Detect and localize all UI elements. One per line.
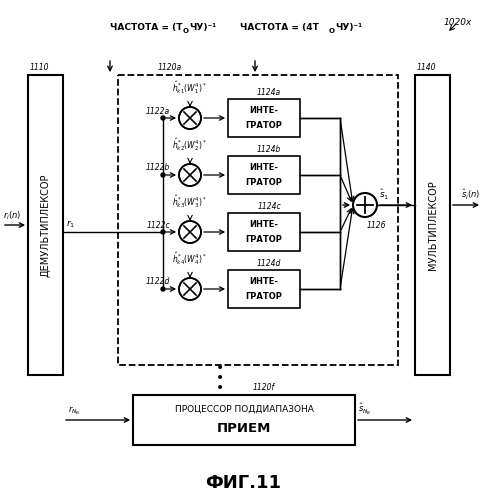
Text: ГРАТОР: ГРАТОР — [245, 121, 282, 130]
Text: 1122d: 1122d — [146, 278, 170, 286]
Text: $r_1$: $r_1$ — [66, 218, 75, 230]
FancyBboxPatch shape — [228, 213, 300, 251]
FancyBboxPatch shape — [228, 270, 300, 308]
Circle shape — [161, 173, 165, 177]
Text: •: • — [216, 371, 224, 385]
Circle shape — [179, 278, 201, 300]
FancyBboxPatch shape — [133, 395, 355, 445]
FancyBboxPatch shape — [415, 75, 450, 375]
Text: 1124c: 1124c — [257, 202, 281, 211]
Text: 1124d: 1124d — [257, 259, 281, 268]
Text: 1140: 1140 — [417, 63, 436, 72]
Text: 1124a: 1124a — [257, 88, 281, 97]
FancyBboxPatch shape — [118, 75, 398, 365]
Text: $\hat{h}^*_{k4}(W_4^4)^*$: $\hat{h}^*_{k4}(W_4^4)^*$ — [173, 250, 208, 267]
Circle shape — [179, 221, 201, 243]
Circle shape — [161, 230, 165, 234]
Circle shape — [161, 287, 165, 291]
Circle shape — [179, 107, 201, 129]
Text: ГРАТОР: ГРАТОР — [245, 178, 282, 187]
Text: О: О — [329, 28, 335, 34]
Text: 1122a: 1122a — [146, 106, 170, 116]
Text: ГРАТОР: ГРАТОР — [245, 292, 282, 301]
Text: ПРИЕМ: ПРИЕМ — [217, 422, 271, 434]
Text: •: • — [216, 361, 224, 375]
Text: ЧУ)⁻¹: ЧУ)⁻¹ — [189, 23, 216, 32]
Text: ФИГ.11: ФИГ.11 — [205, 474, 281, 492]
Text: $r_i(n)$: $r_i(n)$ — [3, 210, 21, 222]
Text: ИНТЕ-: ИНТЕ- — [249, 106, 278, 115]
Text: ПРОЦЕССОР ПОДДИАПАЗОНА: ПРОЦЕССОР ПОДДИАПАЗОНА — [174, 404, 313, 413]
Circle shape — [353, 193, 377, 217]
Text: 1020x: 1020x — [444, 18, 472, 27]
Text: $\hat{h}^*_{k1}(W_1^4)^*$: $\hat{h}^*_{k1}(W_1^4)^*$ — [173, 79, 208, 96]
Text: 1124b: 1124b — [257, 145, 281, 154]
Text: $\hat{s}_1$: $\hat{s}_1$ — [379, 188, 389, 202]
Text: ЧАСТОТА = (4Т: ЧАСТОТА = (4Т — [240, 23, 319, 32]
Text: 1122c: 1122c — [146, 220, 170, 230]
Text: $r_{N_B}$: $r_{N_B}$ — [68, 404, 80, 417]
Text: ДЕМУЛЬТИПЛЕКСОР: ДЕМУЛЬТИПЛЕКСОР — [40, 174, 51, 277]
Text: $\hat{h}^*_{k2}(W_2^4)^*$: $\hat{h}^*_{k2}(W_2^4)^*$ — [173, 136, 208, 153]
Circle shape — [161, 116, 165, 120]
Text: 1120a: 1120a — [158, 63, 182, 72]
Text: МУЛЬТИПЛЕКСОР: МУЛЬТИПЛЕКСОР — [428, 180, 437, 270]
Text: $\hat{h}^*_{k3}(W_3^4)^*$: $\hat{h}^*_{k3}(W_3^4)^*$ — [173, 193, 208, 210]
FancyBboxPatch shape — [228, 99, 300, 137]
Text: $\hat{s}_i(n)$: $\hat{s}_i(n)$ — [461, 188, 480, 202]
Text: ИНТЕ-: ИНТЕ- — [249, 163, 278, 172]
Text: ЧУ)⁻¹: ЧУ)⁻¹ — [335, 23, 362, 32]
Text: ИНТЕ-: ИНТЕ- — [249, 220, 278, 229]
Text: ИНТЕ-: ИНТЕ- — [249, 277, 278, 286]
FancyBboxPatch shape — [28, 75, 63, 375]
Text: $\hat{s}_{N_B}$: $\hat{s}_{N_B}$ — [358, 402, 371, 417]
Text: ГРАТОР: ГРАТОР — [245, 235, 282, 244]
Text: ЧАСТОТА = (Т: ЧАСТОТА = (Т — [110, 23, 183, 32]
Text: 1122b: 1122b — [146, 164, 170, 172]
Circle shape — [179, 164, 201, 186]
FancyBboxPatch shape — [228, 156, 300, 194]
Text: 1110: 1110 — [30, 63, 50, 72]
Text: •: • — [216, 381, 224, 395]
Text: 1126: 1126 — [367, 221, 386, 230]
Text: 1120f: 1120f — [253, 383, 275, 392]
Text: О: О — [183, 28, 189, 34]
